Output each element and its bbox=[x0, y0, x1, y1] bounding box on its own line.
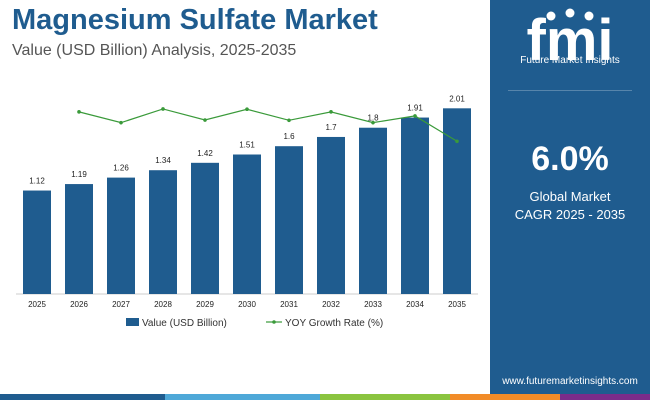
x-tick-label-2035: 2035 bbox=[448, 300, 466, 309]
x-tick-label-2034: 2034 bbox=[406, 300, 424, 309]
growth-point-2034 bbox=[413, 114, 417, 118]
growth-point-2033 bbox=[371, 120, 375, 125]
x-tick-label-2025: 2025 bbox=[28, 300, 46, 309]
legend-line-marker bbox=[272, 320, 276, 324]
bar-value-label-2025: 1.12 bbox=[29, 177, 45, 186]
growth-point-2035 bbox=[455, 139, 459, 144]
x-tick-label-2032: 2032 bbox=[322, 300, 340, 309]
x-tick-label-2026: 2026 bbox=[70, 300, 88, 309]
x-tick-label-2031: 2031 bbox=[280, 300, 298, 309]
footer-segment bbox=[560, 394, 650, 400]
logo-dot-icon bbox=[565, 8, 575, 18]
bar-value-label-2029: 1.42 bbox=[197, 149, 213, 158]
footer-segment bbox=[320, 394, 450, 400]
footer-segment bbox=[165, 394, 320, 400]
chart-subtitle: Value (USD Billion) Analysis, 2025-2035 bbox=[12, 42, 297, 59]
market-chart: 1.12 1.19 1.26 1.34 1.42 1.51 1.6 1.7 1.8 1.91 2.0… bbox=[16, 94, 478, 329]
side-panel: fmi Future Market Insights 6.0% Global M… bbox=[490, 0, 650, 394]
divider bbox=[508, 90, 632, 91]
footer-segment bbox=[450, 394, 560, 400]
x-tick-label-2033: 2033 bbox=[364, 300, 382, 309]
bar-value-label-2034: 1.91 bbox=[407, 104, 423, 113]
legend-bar-swatch bbox=[126, 318, 139, 326]
growth-rate-line bbox=[78, 108, 458, 142]
footer-color-bar bbox=[0, 394, 650, 400]
growth-line-group bbox=[77, 107, 459, 144]
logo-subtitle: Future Market Insights bbox=[520, 55, 620, 66]
bar-2034 bbox=[401, 117, 429, 294]
bar-value-label-2027: 1.26 bbox=[113, 164, 129, 173]
website-link[interactable]: www.futuremarketinsights.com bbox=[502, 376, 638, 387]
bar-value-label-2028: 1.34 bbox=[155, 156, 171, 165]
bar-value-label-2032: 1.7 bbox=[325, 123, 337, 132]
bar-value-label-2026: 1.19 bbox=[71, 170, 87, 179]
cagr-label: Global Market CAGR 2025 - 2035 bbox=[490, 188, 650, 224]
bar-2030 bbox=[233, 154, 261, 294]
cagr-value: 6.0% bbox=[531, 140, 609, 178]
legend: Value (USD Billion) YOY Growth Rate (%) bbox=[126, 318, 383, 329]
bar-2026 bbox=[65, 184, 93, 294]
bar-2028 bbox=[149, 170, 177, 294]
bar-value-label-2033: 1.8 bbox=[367, 114, 379, 123]
x-tick-label-2027: 2027 bbox=[112, 300, 130, 309]
x-tick-label-2029: 2029 bbox=[196, 300, 214, 309]
bar-2035 bbox=[443, 108, 471, 294]
bar-2032 bbox=[317, 136, 345, 294]
bar-value-label-2031: 1.6 bbox=[283, 132, 295, 141]
growth-point-2028 bbox=[161, 107, 165, 111]
bar-2029 bbox=[191, 162, 219, 294]
growth-point-2029 bbox=[203, 118, 207, 122]
bar-2031 bbox=[275, 146, 303, 294]
bar-value-label-2030: 1.51 bbox=[239, 141, 255, 150]
legend-line-label: YOY Growth Rate (%) bbox=[285, 318, 383, 329]
fmi-logo: fmi bbox=[527, 8, 614, 73]
x-tick-label-2030: 2030 bbox=[238, 300, 256, 309]
legend-bar-label: Value (USD Billion) bbox=[142, 318, 227, 329]
growth-point-2027 bbox=[119, 120, 123, 125]
x-tick-labels-group: 2025 2026 2027 2028 2029 2030 2031 2032 2033 2034… bbox=[28, 300, 466, 309]
bar-value-label-2035: 2.01 bbox=[449, 94, 465, 103]
bar-2027 bbox=[107, 177, 135, 294]
logo-dot-icon bbox=[546, 11, 556, 21]
logo-text: fmi bbox=[527, 8, 614, 73]
footer-segment bbox=[0, 394, 165, 400]
cagr-label-line2: CAGR 2025 - 2035 bbox=[514, 207, 626, 222]
bar-2025 bbox=[23, 190, 51, 294]
growth-point-2032 bbox=[329, 110, 333, 114]
bars-group bbox=[23, 108, 471, 294]
growth-point-2031 bbox=[287, 118, 291, 123]
logo-dot-icon bbox=[584, 11, 594, 21]
cagr-label-line1: Global Market bbox=[529, 189, 611, 204]
bar-labels-group: 1.12 1.19 1.26 1.34 1.42 1.51 1.6 1.7 1.8 1.91 2.0… bbox=[29, 94, 465, 185]
chart-title: Magnesium Sulfate Market bbox=[12, 4, 378, 36]
growth-point-2026 bbox=[77, 110, 81, 114]
bar-2033 bbox=[359, 127, 387, 294]
growth-point-2030 bbox=[245, 107, 249, 112]
x-tick-label-2028: 2028 bbox=[154, 300, 172, 309]
